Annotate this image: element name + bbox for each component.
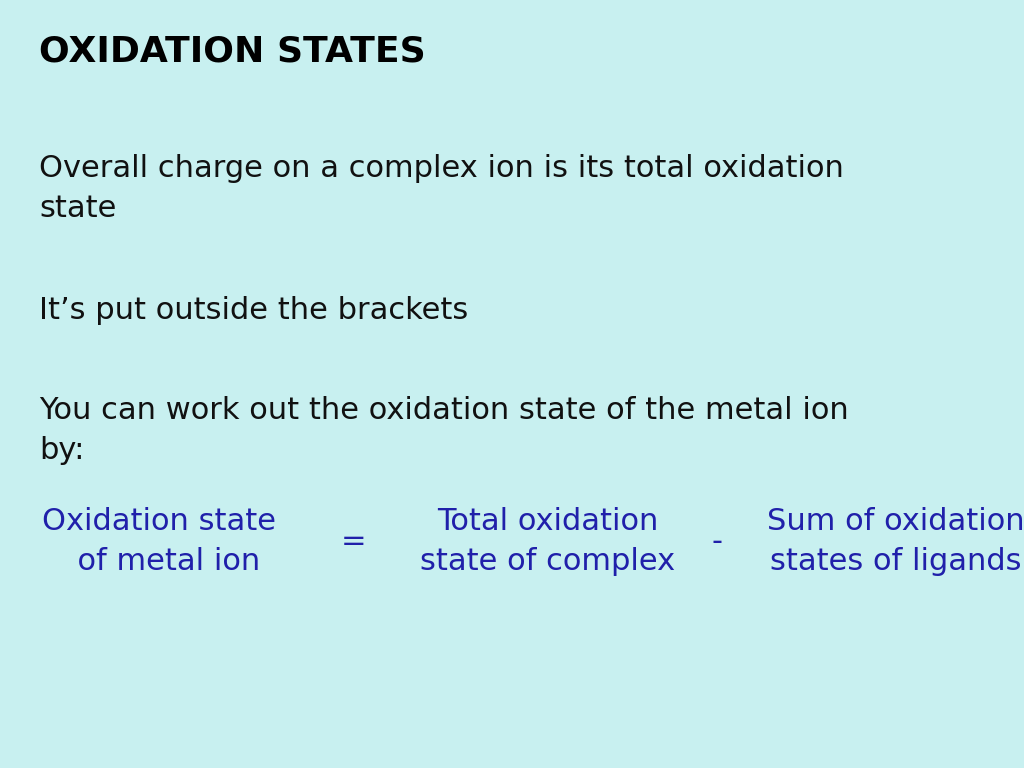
Text: Oxidation state
  of metal ion: Oxidation state of metal ion [42,507,275,576]
Text: Sum of oxidation
states of ligands: Sum of oxidation states of ligands [767,507,1024,576]
Text: -: - [712,527,722,556]
Text: It’s put outside the brackets: It’s put outside the brackets [39,296,468,325]
Text: Overall charge on a complex ion is its total oxidation
state: Overall charge on a complex ion is its t… [39,154,844,223]
Text: OXIDATION STATES: OXIDATION STATES [39,35,426,68]
Text: You can work out the oxidation state of the metal ion
by:: You can work out the oxidation state of … [39,396,849,465]
Text: Total oxidation
state of complex: Total oxidation state of complex [420,507,676,576]
Text: =: = [340,527,367,556]
